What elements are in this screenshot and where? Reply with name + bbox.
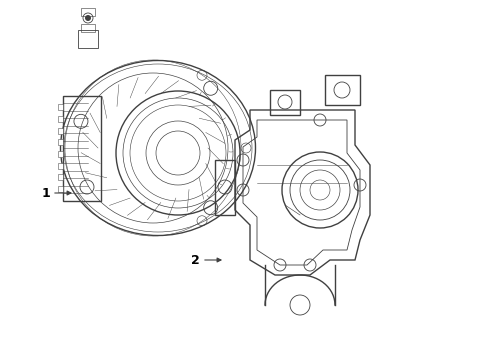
Bar: [63, 95, 101, 201]
Bar: [325, 75, 359, 105]
Bar: [58, 174, 63, 180]
Circle shape: [156, 131, 200, 175]
Bar: [58, 116, 63, 122]
Bar: [58, 104, 63, 110]
Text: 1: 1: [41, 186, 50, 199]
Circle shape: [85, 15, 91, 21]
Bar: [78, 30, 98, 48]
Text: 2: 2: [190, 253, 199, 266]
Bar: [269, 90, 299, 115]
Bar: [58, 151, 63, 157]
Bar: [58, 139, 63, 145]
Bar: [81, 8, 95, 16]
Bar: [81, 24, 95, 32]
Bar: [58, 162, 63, 168]
Bar: [58, 186, 63, 192]
Bar: [58, 127, 63, 134]
